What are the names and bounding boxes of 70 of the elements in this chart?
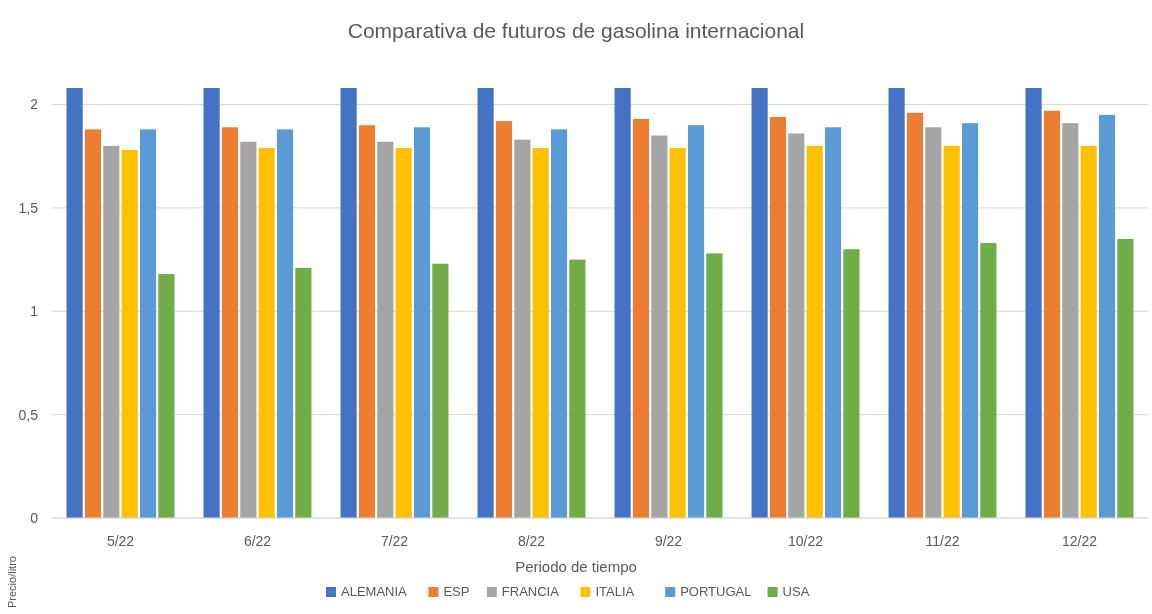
bar: [632, 119, 650, 518]
bar: [751, 88, 768, 518]
bar: [569, 259, 586, 518]
bar: [1025, 88, 1042, 518]
bar: [495, 121, 513, 518]
bar: [240, 141, 257, 518]
bar: [295, 267, 312, 518]
bar: [1080, 145, 1097, 518]
bar: [1117, 238, 1134, 518]
bar: [669, 147, 686, 518]
bar: [84, 129, 102, 518]
bar: [824, 127, 842, 518]
y-tick-label: 0: [30, 509, 39, 526]
y-tick-label: 1,5: [18, 199, 39, 216]
y-tick-label: 2: [30, 96, 39, 113]
bar: [1043, 110, 1061, 518]
bar: [888, 88, 905, 518]
bar: [806, 145, 823, 518]
x-tick-label: 7/22: [380, 533, 409, 549]
bar: [66, 88, 83, 518]
x-tick-label: 9/22: [654, 533, 683, 549]
bar: [961, 123, 979, 518]
bar: [614, 88, 631, 518]
bar: [477, 88, 494, 518]
bar: [1062, 123, 1079, 518]
bar: [687, 125, 705, 518]
bar: [943, 145, 960, 518]
bar: [906, 112, 924, 518]
bar: [514, 139, 531, 518]
bar: [706, 253, 723, 518]
bar: [1098, 114, 1116, 518]
bar: [103, 145, 120, 518]
legend-label: USA: [782, 584, 810, 599]
legend-label: ESP: [443, 584, 470, 599]
bar: [651, 135, 668, 518]
y-tick-label: 0,5: [18, 406, 39, 423]
bar: [980, 243, 997, 518]
bar: [413, 127, 431, 518]
legend-label: FRANCIA: [501, 584, 560, 599]
x-tick-label: 6/22: [243, 533, 272, 549]
bar: [121, 150, 138, 518]
bar: [203, 88, 220, 518]
bar: [550, 129, 568, 518]
x-tick-label: 5/22: [106, 533, 135, 549]
bar: [788, 133, 805, 518]
bar: [377, 141, 394, 518]
legend-label: ITALIA: [595, 584, 635, 599]
bar: [925, 127, 942, 518]
x-tick-label: 8/22: [517, 533, 546, 549]
y-tick-label: 1: [30, 303, 39, 320]
bar: [158, 274, 175, 518]
bar: [340, 88, 357, 518]
bar: [139, 129, 157, 518]
x-tick-label: 12/22: [1061, 533, 1098, 549]
bar: [432, 263, 449, 518]
bar: [276, 129, 294, 518]
legend-label: PORTUGAL: [680, 584, 752, 599]
x-tick-label: 10/22: [787, 533, 824, 549]
bar: [395, 147, 412, 518]
chart-title: Comparativa de futuros de gasolina internacional: [347, 19, 805, 42]
x-tick-label: 11/22: [925, 533, 960, 549]
bar: [532, 147, 549, 518]
bar: [843, 249, 860, 518]
bar: [258, 147, 275, 518]
legend-label: ALEMANIA: [341, 584, 408, 599]
x-axis-title: Periodo de tiempo: [515, 558, 637, 575]
y-axis-title: Precio/litro: [6, 556, 18, 608]
bar: [221, 127, 239, 518]
bar: [358, 125, 376, 518]
bar: [769, 116, 787, 518]
